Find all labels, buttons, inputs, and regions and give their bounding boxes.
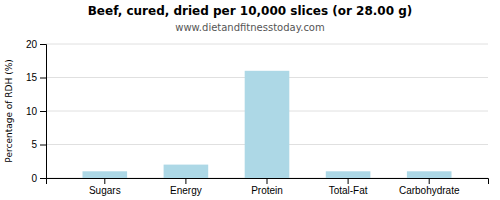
- tick-mark: [348, 178, 349, 184]
- y-axis: 0 5 10 15 20: [26, 39, 47, 184]
- y-axis-label: Percentage of RDH (%): [4, 59, 14, 162]
- subtitle: www.dietandfitnesstoday.com: [175, 22, 324, 33]
- tick: Protein: [251, 178, 283, 196]
- tick-label: 0: [31, 173, 37, 184]
- tick-label: Sugars: [89, 185, 121, 196]
- tick: Energy: [170, 178, 202, 196]
- grid-line: [46, 44, 488, 45]
- tick-mark: [40, 44, 46, 45]
- tick: 0: [31, 173, 46, 184]
- tick-label: Energy: [170, 185, 202, 196]
- tick-mark: [40, 178, 46, 179]
- tick-mark: [185, 178, 186, 184]
- tick-mark: [40, 145, 46, 146]
- tick-mark: [40, 78, 46, 79]
- tick: Carbohydrate: [399, 178, 460, 196]
- tick-label: Carbohydrate: [399, 185, 460, 196]
- tick: 20: [26, 39, 46, 50]
- tick: 15: [26, 72, 46, 83]
- title: Beef, cured, dried per 10,000 slices (or…: [88, 4, 413, 18]
- tick-label: 5: [31, 139, 37, 150]
- tick-mark: [429, 178, 430, 184]
- bar: [164, 165, 209, 178]
- bar: [407, 171, 452, 178]
- chart-svg: Beef, cured, dried per 10,000 slices (or…: [0, 0, 500, 200]
- axis-line: [47, 179, 489, 185]
- tick: Sugars: [89, 178, 121, 196]
- bar: [82, 171, 127, 178]
- grid: [46, 44, 488, 178]
- tick-label: 20: [26, 39, 38, 50]
- tick: Total-Fat: [329, 178, 368, 196]
- x-axis: Sugars Energy Protein Total-Fat Carbohydrate: [47, 178, 489, 196]
- axis-line: [40, 45, 47, 179]
- bar: [326, 171, 371, 178]
- tick-label: 15: [26, 72, 38, 83]
- chart-container: Beef, cured, dried per 10,000 slices (or…: [0, 0, 500, 200]
- tick-mark: [267, 178, 268, 184]
- tick-label: 10: [26, 106, 38, 117]
- plot-area: Sugars Energy Protein Total-Fat Carbohydrate…: [26, 39, 489, 196]
- tick-mark: [40, 111, 46, 112]
- tick-label: Protein: [251, 185, 283, 196]
- bar: [245, 71, 290, 178]
- bars: [82, 71, 451, 178]
- tick-label: Total-Fat: [329, 185, 368, 196]
- tick: 5: [31, 139, 46, 150]
- tick: 10: [26, 106, 46, 117]
- tick-mark: [104, 178, 105, 184]
